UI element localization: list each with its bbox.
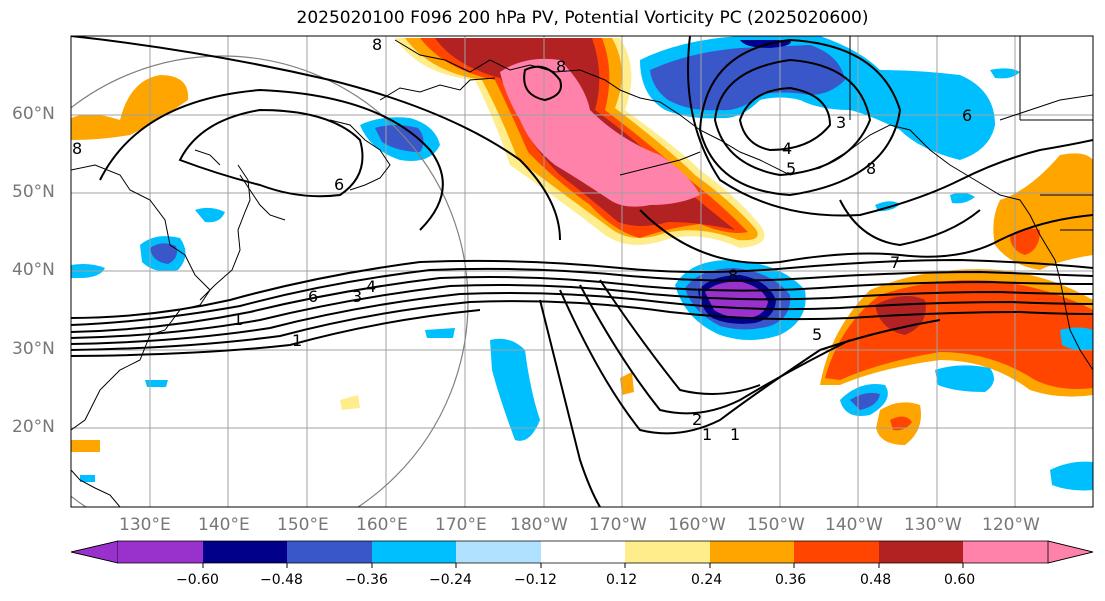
contour-label: 8 [372,35,382,54]
pv-contours [71,36,1093,507]
contour-label: 1 [292,331,302,350]
positive-anomaly-ridge-bering [395,38,765,248]
contour-label: 6 [334,175,344,194]
colorbar-tick-label: 0.24 [691,572,723,588]
contour-label: 1 [702,425,712,444]
lat-label-60n: 60°N [12,104,55,124]
colorbar-tick-label: −0.12 [514,572,557,588]
contour-label: 3 [352,287,362,306]
colorbar-bin [625,541,710,563]
lon-label-130e: 130°E [119,515,171,535]
contour-label: 6 [962,106,972,125]
contour-label: 8 [556,57,566,76]
contour-labels: 8 8 6 1 6 3 4 1 8 3 4 5 8 6 7 5 2 1 1 8 [72,35,972,444]
contour-label: 8 [728,266,738,285]
lon-label-120w: 120°W [982,515,1040,535]
colorbar-tick-label: −0.24 [429,572,472,588]
contour-label: 6 [308,287,318,306]
lon-label-140e: 140°E [198,515,250,535]
contour-label: 4 [366,277,376,296]
lon-label-140w: 140°W [825,515,883,535]
colorbar-outline [70,540,1094,564]
contour-label: 5 [786,159,796,178]
map-plot-area: 8 8 6 1 6 3 4 1 8 3 4 5 8 6 7 5 2 1 1 8 [71,35,1093,507]
colorbar-extend-high [1047,540,1094,564]
contour-label: 8 [866,159,876,178]
lon-label-170w: 170°W [589,515,647,535]
colorbar-tick-label: 0.36 [775,572,807,588]
lon-label-150w: 150°W [747,515,805,535]
lon-label-160e: 160°E [356,515,408,535]
lon-label-130w: 130°W [904,515,962,535]
colorbar-tick-label: −0.60 [176,572,219,588]
colorbar-tick-label: −0.36 [345,572,388,588]
colorbar-extend-low [70,540,119,564]
lon-label-180w: 180°W [510,515,568,535]
colorbar-tick-label: 0.12 [606,572,638,588]
colorbar-bin [794,541,879,563]
contour-label: 4 [782,139,792,158]
lon-label-170e: 170°E [435,515,487,535]
colorbar-bin [879,541,963,563]
lat-label-50n: 50°N [12,182,55,202]
contour-label: 5 [812,325,822,344]
positive-anomaly-east-pacific [71,75,1093,452]
colorbar [70,540,1094,568]
map-title: 2025020100 F096 200 hPa PV, Potential Vo… [296,8,869,28]
colorbar-bin [710,541,794,563]
colorbar-bin [963,541,1048,563]
lon-label-160w: 160°W [668,515,726,535]
colorbar-tick-label: 0.60 [944,572,976,588]
colorbar-bin [118,541,203,563]
lat-label-30n: 30°N [12,339,55,359]
colorbar-tick-label: 0.48 [860,572,892,588]
colorbar-bin [287,541,372,563]
contour-label: 2 [692,410,702,429]
colorbar-tick-label: −0.48 [260,572,303,588]
contour-label: 3 [836,113,846,132]
colorbar-bin [456,541,541,563]
contour-label: 8 [72,139,82,158]
lon-label-150e: 150°E [277,515,329,535]
contour-label: 7 [890,253,900,272]
lat-label-20n: 20°N [12,417,55,437]
lat-label-40n: 40°N [12,260,55,280]
colorbar-bin [541,541,625,563]
contour-label: 1 [730,425,740,444]
contour-label: 1 [233,310,243,329]
colorbar-bin [372,541,456,563]
colorbar-bin [203,541,287,563]
map-frame [70,35,1094,508]
